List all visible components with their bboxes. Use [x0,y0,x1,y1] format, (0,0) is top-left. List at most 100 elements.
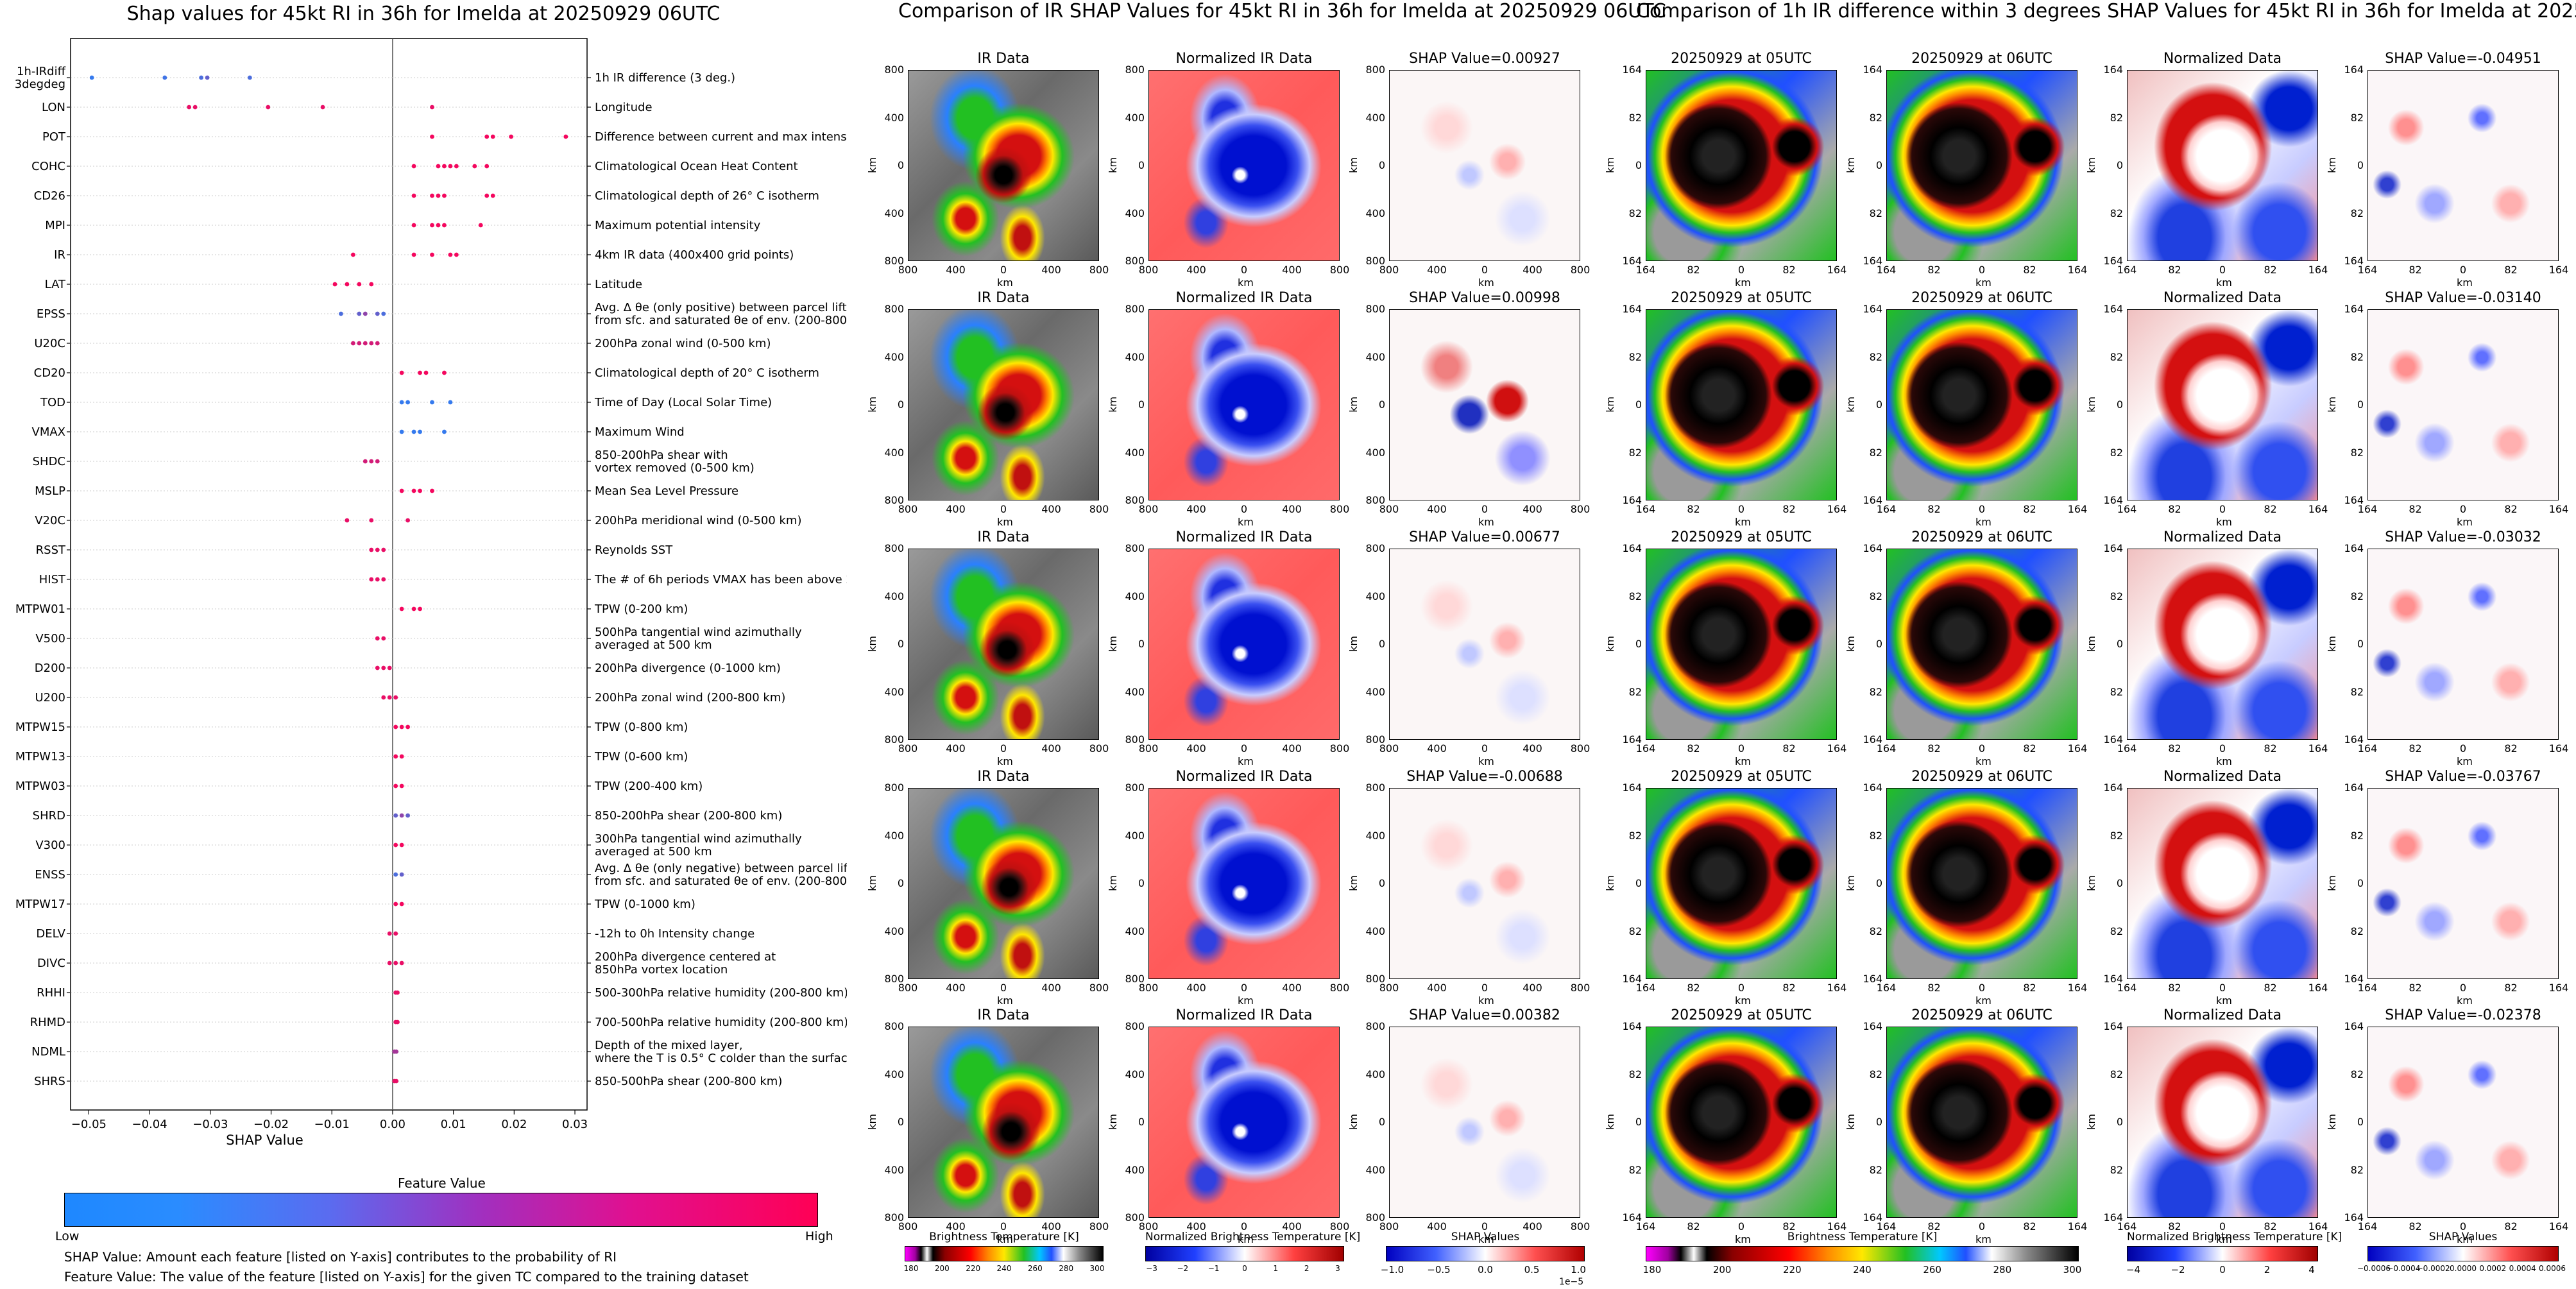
x-axis-label: km [997,516,1013,528]
x-tick-label: 82 [2409,1220,2422,1233]
x-tick-label: 82 [1782,264,1796,276]
panel-title: Normalized IR Data [1175,769,1313,785]
colorbar-tick-label: −2 [2171,1264,2185,1276]
shap-point [436,164,441,169]
shap-point [399,842,404,848]
y-axis-label: km [2325,875,2338,891]
shap-point [381,636,386,641]
x-tick-label: 800 [1089,1220,1109,1233]
ir-colorbar [905,1246,1104,1261]
x-axis-label: km [2216,516,2232,528]
y-tick-label: 400 [1125,446,1145,459]
y-tick-label: 400 [1365,111,1385,124]
x-tick-label: 0 [2459,982,2467,994]
panel-title: SHAP Value=0.00998 [1409,290,1560,306]
x-tick-label: 82 [1927,264,1941,276]
x-tick-label: 82 [1687,1220,1700,1233]
ir-shap-colorbar [1386,1246,1585,1261]
y-tick-label: 82 [1869,350,1882,363]
x-tick-label: 164 [2117,742,2137,755]
x-tick-label: 82 [1687,742,1700,755]
shap-point [430,400,434,405]
x-tick-label: 400 [1186,1220,1206,1233]
x-tick-label: 400 [1041,264,1061,276]
y-tick-label: 0 [1378,1116,1385,1128]
y-tick-label: 400 [884,685,904,698]
feature-label: LAT [45,278,66,291]
y-tick-label: 164 [1863,542,1882,554]
x-tick-label: 400 [1427,264,1447,276]
shap-point [399,754,404,759]
colorbar-tick-label: 4 [2308,1264,2315,1276]
x-tick-label: 164 [1635,503,1656,515]
y-axis-label: km [2085,636,2097,652]
y-tick-label: 800 [884,303,904,315]
x-tick-label: 400 [946,264,966,276]
y-tick-label: 82 [2350,590,2364,602]
colorbar-tick-label: 0.0 [1478,1264,1493,1276]
y-tick-label: 82 [1869,590,1882,602]
x-tick-label: 164 [2357,742,2378,755]
colorbar-tick-label: 240 [1853,1264,1872,1276]
y-axis-label: km [866,397,878,413]
shap-point [399,606,404,611]
diff-normalized-image [2127,1027,2318,1218]
x-tick-label: 800 [898,982,918,994]
y-tick-label: 800 [884,733,904,746]
ir-05utc-image [1646,1027,1837,1218]
shap-point [375,341,380,346]
y-axis-label: km [2085,1114,2097,1130]
shap-point [205,75,210,80]
y-tick-label: 82 [1869,111,1882,124]
colorbar-tick-label: −3 [1146,1264,1157,1273]
diff-shap-image [2367,1027,2559,1218]
y-tick-label: 0 [1635,877,1642,889]
x-tick-label: 82 [2409,264,2422,276]
shap-point [418,429,422,434]
x-tick-label: 400 [1523,1220,1542,1233]
x-tick-label: 164 [1827,742,1847,755]
x-tick-label: 800 [1138,503,1159,515]
x-tick-label: 164 [2117,264,2137,276]
y-tick-label: 400 [884,829,904,842]
feature-label: SHRD [33,809,65,823]
x-tick-label: 800 [1570,982,1591,994]
x-tick-label: 0 [1000,503,1007,515]
ir-data-image [908,1027,1099,1218]
shap-point [387,695,392,700]
y-tick-label: 82 [1628,685,1642,698]
x-tick-label: 164 [2067,1220,2088,1233]
y-tick-label: 82 [2350,1068,2364,1080]
ir-06utc-image [1886,309,2077,500]
y-tick-label: 164 [2344,1020,2364,1032]
y-tick-label: 82 [1869,829,1882,842]
colorbar-tick-label: 0 [1242,1264,1247,1273]
x-axis-label: km [1478,277,1494,289]
x-tick-label: 800 [1570,742,1591,755]
feature-description: Reynolds SST [595,543,673,557]
shap-point [399,872,404,877]
feature-label: MTPW03 [15,780,65,793]
y-tick-label: 164 [2344,255,2364,267]
y-tick-label: 164 [2103,973,2123,985]
shap-point [350,341,355,346]
x-tick-label: 400 [1282,264,1302,276]
x-tick-label: 82 [2168,742,2181,755]
colorbar-tick-label: −4 [2126,1264,2141,1276]
y-tick-label: 164 [1863,255,1882,267]
feature-description: 500-300hPa relative humidity (200-800 km… [595,986,847,1000]
x-tick-label: 400 [1186,982,1206,994]
shap-point [393,931,398,936]
feature-label: TOD [40,396,65,409]
colorbar-title: Normalized Brightness Temperature [K] [1145,1231,1361,1243]
y-tick-label: 164 [1622,781,1642,794]
left-title: Shap values for 45kt RI in 36h for Imeld… [126,3,721,25]
y-tick-label: 400 [884,1163,904,1176]
x-tick-label: 800 [1089,264,1109,276]
y-tick-label: 82 [2350,685,2364,698]
y-tick-label: 82 [2350,350,2364,363]
x-tick-label: 0 [1737,982,1745,994]
y-tick-label: 400 [1365,1163,1385,1176]
feature-description: Time of Day (Local Solar Time) [594,396,772,409]
y-tick-label: 82 [1869,207,1882,219]
